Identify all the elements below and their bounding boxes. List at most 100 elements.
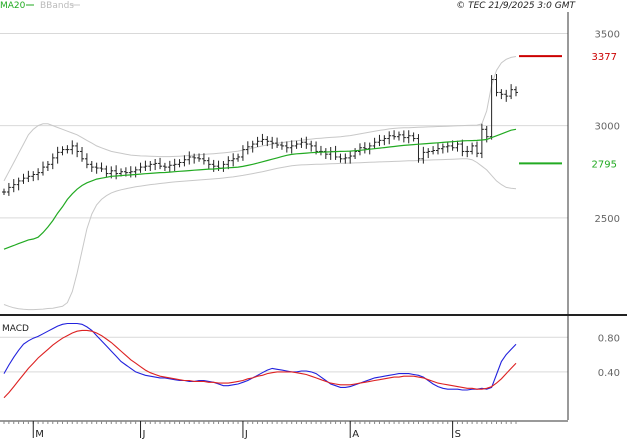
price-bar [158,157,163,170]
price-bar [182,155,187,167]
price-bar [284,141,289,153]
signal-series-line [3,329,517,399]
macd-tick-label-0.80: 0.80 [598,333,620,344]
chart-credit: © TEC 21/9/2025 3:0 GMT [456,1,576,11]
price-bar [45,161,50,171]
price-bar [99,162,104,172]
price-bar [60,146,65,156]
price-levels: 3377 2795 [519,52,617,170]
price-tick-label-2500: 2500 [595,214,620,225]
macd-series-line [3,322,517,391]
price-bar [426,148,431,159]
price-bar [70,140,75,155]
price-bar [255,136,260,148]
price-bar [138,162,143,173]
price-bar [192,153,197,164]
price-bar [411,132,416,142]
price-bar [323,148,328,159]
price-bar [148,161,153,171]
price-bar [221,161,226,172]
price-bar [470,142,475,155]
price-bar [431,146,436,155]
price-bar [479,123,484,159]
price-bar [36,168,41,181]
macd-lines [3,322,517,399]
price-bar [509,84,514,100]
price-bar [265,136,270,147]
price-bar [245,141,250,155]
price-bar [289,140,294,154]
month-label-J: J [244,429,248,440]
macd-tick-label-0.40: 0.40 [598,368,620,379]
price-bar [84,153,89,169]
price-bar [279,141,284,150]
legend-bbands: BBands [40,1,74,11]
price-grid [0,32,568,219]
price-bar [504,89,509,102]
price-bar [440,143,445,154]
support-label: 2795 [592,159,617,170]
price-bar [21,173,26,184]
price-bar [328,147,333,160]
macd-grid [0,336,568,373]
price-bar [294,140,299,149]
price-bar [31,171,36,182]
price-bar [348,150,353,164]
macd-title: MACD [2,324,29,334]
price-bar [416,134,421,163]
price-bar [240,145,245,161]
bollinger-bands [3,56,517,311]
price-bar [406,130,411,144]
price-bar [445,141,450,153]
price-bar [333,145,338,160]
ma20-line [3,128,517,250]
price-bar [80,147,85,162]
price-tick-label-3000: 3000 [595,122,620,133]
ma20-path [3,128,517,250]
price-bar [16,177,21,191]
price-bar [382,135,387,146]
macd-y-axis: 0.80 0.40 [598,333,620,379]
price-bar [270,136,275,149]
price-bar [338,153,343,163]
price-bar [41,161,46,176]
price-bar [55,146,60,164]
price-bar [172,158,177,171]
price-bar [435,143,440,155]
price-bar [197,153,202,162]
price-bar [260,133,265,146]
price-bar [421,146,426,164]
price-bar [65,145,70,154]
price-bar [318,145,323,156]
legend-ma20: MA20 [0,1,26,11]
price-bar [206,157,211,170]
month-label-A: A [352,429,359,440]
price-bar [362,142,367,154]
price-bar [94,162,99,174]
price-bar [50,153,55,170]
resistance-label: 3377 [592,52,617,63]
price-bar [460,139,465,157]
price-bars [2,74,518,196]
price-bar [26,170,31,183]
month-label-S: S [455,429,461,440]
price-bar [133,166,138,178]
price-bar [143,160,148,171]
price-bar [387,131,392,145]
price-bar [250,140,255,153]
price-bar [11,179,16,193]
month-label-M: M [35,429,44,440]
price-bar [216,160,221,171]
price-bar [231,153,236,167]
price-bar [167,160,172,172]
price-bar [177,159,182,168]
price-bar [357,143,362,156]
price-bar [211,159,216,172]
price-bar [226,156,231,170]
price-y-axis: 3500 3000 2500 [595,29,620,224]
price-panel: 3377 2795 3500 3000 2500 [0,29,620,311]
price-bar [343,153,348,164]
price-bar [309,140,314,152]
